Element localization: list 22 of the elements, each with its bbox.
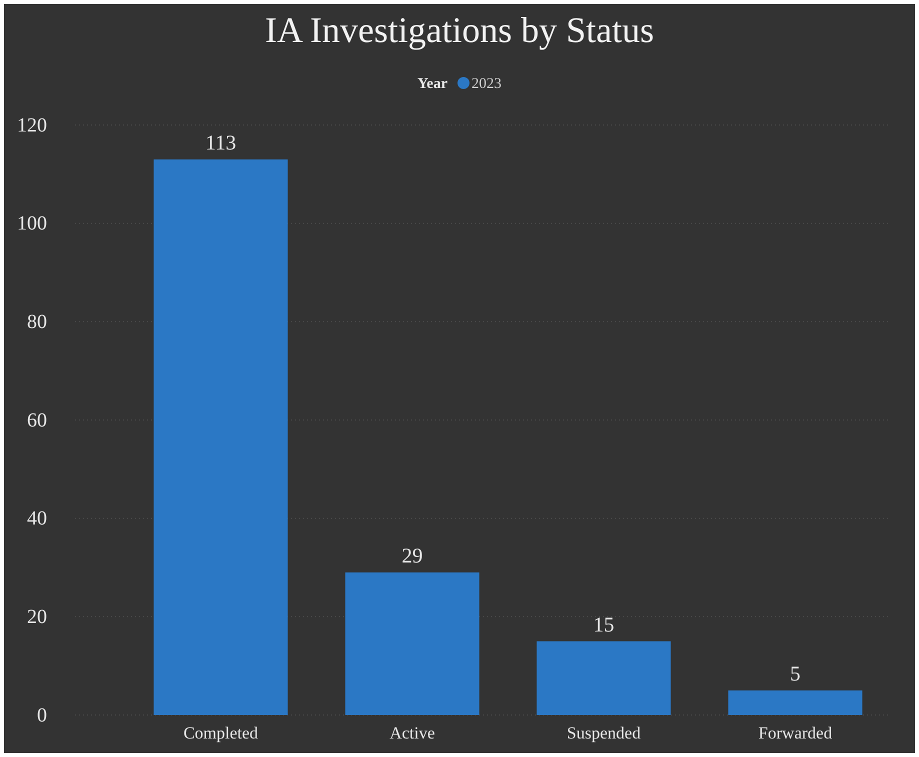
x-tick-label: Forwarded bbox=[758, 723, 833, 742]
legend-title: Year bbox=[418, 76, 448, 92]
y-tick-label: 20 bbox=[27, 606, 47, 628]
y-tick-label: 0 bbox=[37, 704, 47, 726]
y-tick-label: 80 bbox=[27, 311, 47, 334]
legend-label: 2023 bbox=[472, 76, 502, 92]
y-tick-label: 60 bbox=[27, 409, 47, 432]
bar bbox=[345, 572, 480, 715]
x-tick-label: Suspended bbox=[566, 723, 642, 742]
data-label: 5 bbox=[790, 661, 800, 686]
x-tick-label: Active bbox=[390, 723, 435, 742]
chart-title: IA Investigations by Status bbox=[265, 10, 654, 50]
data-label: 15 bbox=[593, 612, 614, 636]
y-tick-label: 120 bbox=[17, 114, 47, 136]
bar bbox=[728, 690, 862, 715]
y-tick-label: 40 bbox=[27, 508, 47, 530]
bar bbox=[154, 159, 288, 715]
data-label: 113 bbox=[205, 130, 236, 154]
x-tick-label: Completed bbox=[183, 723, 259, 742]
y-tick-label: 100 bbox=[17, 212, 47, 235]
data-label: 29 bbox=[402, 543, 423, 568]
bar bbox=[536, 641, 671, 715]
